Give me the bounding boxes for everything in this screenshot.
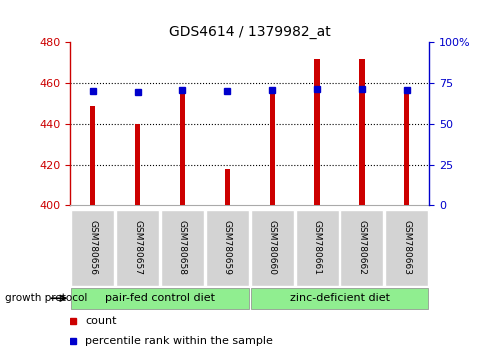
- FancyBboxPatch shape: [250, 288, 427, 309]
- Bar: [90, 105, 95, 205]
- Bar: [403, 93, 408, 205]
- Bar: [359, 59, 364, 205]
- FancyBboxPatch shape: [161, 210, 204, 286]
- Bar: [135, 124, 140, 205]
- Bar: [269, 93, 274, 205]
- Text: GSM780659: GSM780659: [222, 220, 231, 275]
- Text: GSM780662: GSM780662: [357, 220, 366, 275]
- Bar: [180, 93, 185, 205]
- FancyBboxPatch shape: [205, 210, 248, 286]
- Text: count: count: [85, 316, 117, 326]
- Bar: [314, 59, 319, 205]
- Text: zinc-deficient diet: zinc-deficient diet: [289, 293, 389, 303]
- Text: GSM780656: GSM780656: [88, 220, 97, 275]
- Title: GDS4614 / 1379982_at: GDS4614 / 1379982_at: [168, 25, 330, 39]
- Text: GSM780661: GSM780661: [312, 220, 321, 275]
- FancyBboxPatch shape: [295, 210, 338, 286]
- FancyBboxPatch shape: [116, 210, 159, 286]
- FancyBboxPatch shape: [250, 210, 293, 286]
- Text: percentile rank within the sample: percentile rank within the sample: [85, 336, 272, 346]
- FancyBboxPatch shape: [71, 288, 248, 309]
- Text: GSM780663: GSM780663: [401, 220, 410, 275]
- Text: GSM780657: GSM780657: [133, 220, 142, 275]
- Text: pair-fed control diet: pair-fed control diet: [105, 293, 214, 303]
- Text: GSM780658: GSM780658: [178, 220, 187, 275]
- FancyBboxPatch shape: [384, 210, 427, 286]
- Bar: [224, 169, 229, 205]
- FancyBboxPatch shape: [71, 210, 114, 286]
- FancyBboxPatch shape: [340, 210, 383, 286]
- Text: GSM780660: GSM780660: [267, 220, 276, 275]
- Text: growth protocol: growth protocol: [5, 293, 87, 303]
